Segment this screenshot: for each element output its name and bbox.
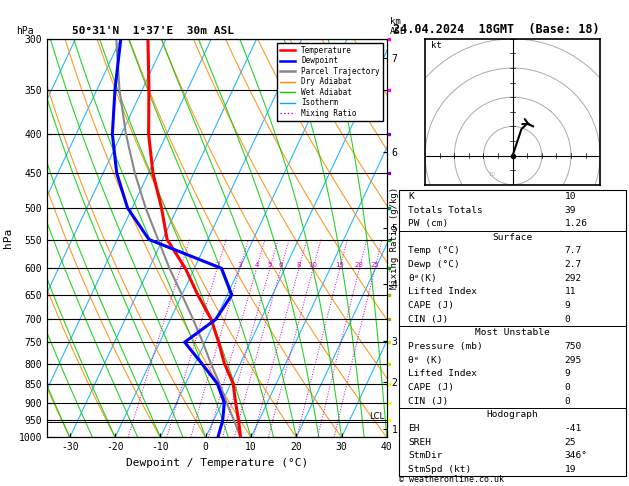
- Text: 15: 15: [335, 262, 344, 268]
- Text: θᵉ(K): θᵉ(K): [408, 274, 437, 283]
- Text: -41: -41: [565, 424, 582, 433]
- Text: 3: 3: [238, 262, 242, 268]
- Text: 0: 0: [565, 383, 571, 392]
- Text: 4: 4: [254, 262, 259, 268]
- Text: kt: kt: [431, 41, 442, 50]
- Text: θᵉ (K): θᵉ (K): [408, 356, 443, 364]
- Text: 295: 295: [565, 356, 582, 364]
- Text: CIN (J): CIN (J): [408, 315, 448, 324]
- Text: 1.26: 1.26: [565, 219, 587, 228]
- Text: 11: 11: [565, 287, 576, 296]
- Text: 10: 10: [565, 192, 576, 201]
- Text: StmSpd (kt): StmSpd (kt): [408, 465, 472, 474]
- Text: 6: 6: [279, 262, 283, 268]
- Text: hPa: hPa: [16, 26, 33, 36]
- Y-axis label: hPa: hPa: [3, 228, 13, 248]
- Text: 9: 9: [565, 301, 571, 310]
- Text: StmDir: StmDir: [408, 451, 443, 460]
- Text: 20: 20: [468, 193, 475, 198]
- Text: Lifted Index: Lifted Index: [408, 369, 477, 379]
- Text: 19: 19: [565, 465, 576, 474]
- Text: K: K: [408, 192, 415, 201]
- Text: CIN (J): CIN (J): [408, 397, 448, 406]
- Y-axis label: km
ASL: km ASL: [403, 227, 420, 249]
- Text: CAPE (J): CAPE (J): [408, 383, 455, 392]
- Text: 346°: 346°: [565, 451, 587, 460]
- FancyBboxPatch shape: [399, 190, 626, 476]
- Text: EH: EH: [408, 424, 420, 433]
- Text: 25: 25: [370, 262, 379, 268]
- Text: 39: 39: [565, 206, 576, 214]
- Text: Totals Totals: Totals Totals: [408, 206, 483, 214]
- Text: km
ASL: km ASL: [390, 17, 406, 36]
- Text: 292: 292: [565, 274, 582, 283]
- Text: 0: 0: [565, 315, 571, 324]
- Text: 9: 9: [565, 369, 571, 379]
- Text: 0: 0: [565, 397, 571, 406]
- Text: 30: 30: [447, 214, 454, 219]
- Text: 8: 8: [297, 262, 301, 268]
- Text: 7.7: 7.7: [565, 246, 582, 256]
- Text: 5: 5: [268, 262, 272, 268]
- Text: Pressure (mb): Pressure (mb): [408, 342, 483, 351]
- Legend: Temperature, Dewpoint, Parcel Trajectory, Dry Adiabat, Wet Adiabat, Isotherm, Mi: Temperature, Dewpoint, Parcel Trajectory…: [277, 43, 383, 121]
- Text: 10: 10: [309, 262, 318, 268]
- Text: CAPE (J): CAPE (J): [408, 301, 455, 310]
- Text: 2: 2: [215, 262, 220, 268]
- Text: SREH: SREH: [408, 438, 431, 447]
- Text: Surface: Surface: [493, 233, 533, 242]
- Text: © weatheronline.co.uk: © weatheronline.co.uk: [399, 474, 504, 484]
- Text: LCL: LCL: [369, 412, 384, 420]
- Text: Hodograph: Hodograph: [487, 410, 538, 419]
- Text: 2.7: 2.7: [565, 260, 582, 269]
- Text: 1: 1: [178, 262, 183, 268]
- Text: 25: 25: [565, 438, 576, 447]
- Text: 10: 10: [489, 172, 496, 177]
- Text: Mixing Ratio (g/kg): Mixing Ratio (g/kg): [390, 187, 399, 289]
- Text: PW (cm): PW (cm): [408, 219, 448, 228]
- Text: 750: 750: [565, 342, 582, 351]
- Text: Dewp (°C): Dewp (°C): [408, 260, 460, 269]
- Text: 20: 20: [355, 262, 364, 268]
- Text: Lifted Index: Lifted Index: [408, 287, 477, 296]
- Text: Temp (°C): Temp (°C): [408, 246, 460, 256]
- Text: 50°31'N  1°37'E  30m ASL: 50°31'N 1°37'E 30m ASL: [72, 26, 235, 36]
- Text: 24.04.2024  18GMT  (Base: 18): 24.04.2024 18GMT (Base: 18): [393, 23, 599, 36]
- Text: Most Unstable: Most Unstable: [476, 329, 550, 337]
- X-axis label: Dewpoint / Temperature (°C): Dewpoint / Temperature (°C): [126, 458, 308, 468]
